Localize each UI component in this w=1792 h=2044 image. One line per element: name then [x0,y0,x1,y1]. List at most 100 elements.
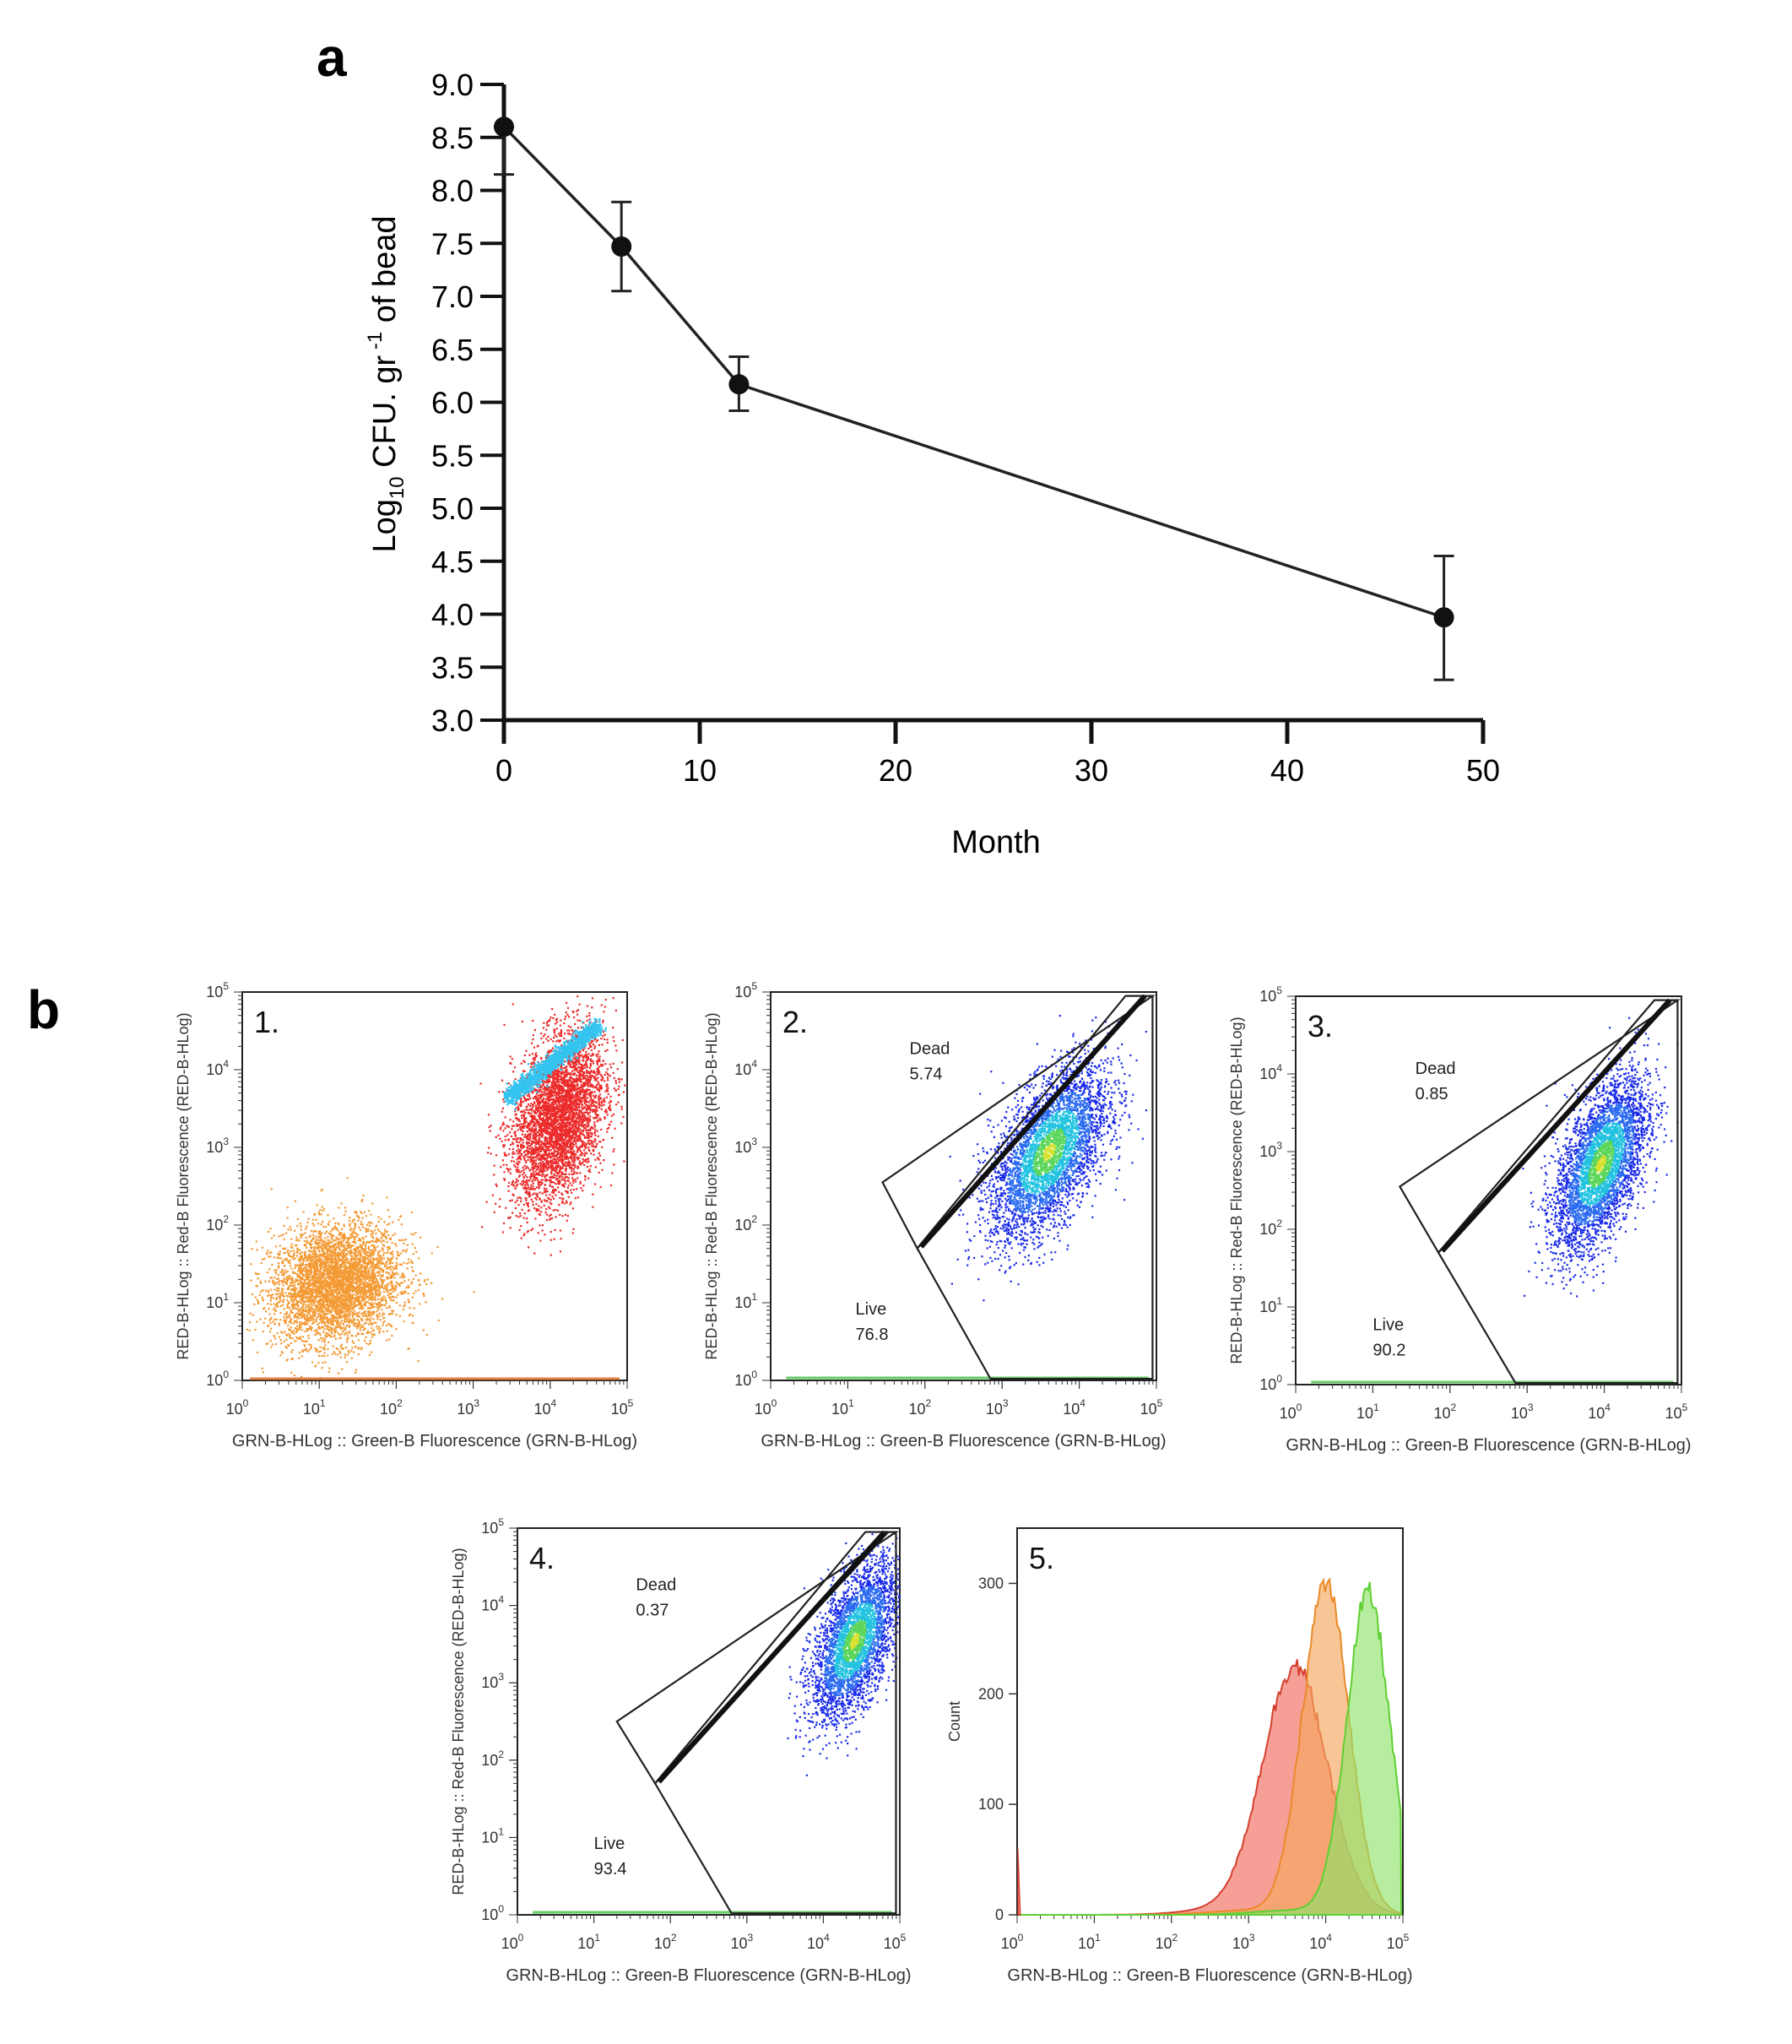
orange-event [348,1331,350,1335]
orange-event [371,1279,373,1282]
orange-event [388,1261,392,1264]
orange-event [322,1259,326,1261]
orange-event [351,1266,354,1269]
orange-event [386,1196,388,1199]
orange-event [288,1345,290,1347]
orange-event [372,1237,375,1239]
orange-event [379,1306,382,1309]
orange-event [294,1320,296,1322]
orange-event [306,1221,309,1223]
orange-event [310,1309,312,1312]
orange-event [430,1282,433,1284]
orange-event [299,1258,301,1261]
orange-event [330,1254,333,1256]
orange-event [304,1306,306,1309]
red-event [532,1175,534,1178]
orange-event [291,1358,294,1360]
orange-event [379,1327,382,1330]
orange-event [313,1213,316,1216]
tick-base: 10 [206,1372,223,1389]
x-tick-label: 100 [226,1397,249,1418]
orange-event [371,1281,374,1283]
orange-event [276,1287,279,1289]
red-event [587,1161,589,1163]
orange-event [271,1277,273,1279]
orange-event [331,1320,333,1323]
orange-event [346,1266,349,1269]
orange-event [322,1254,324,1256]
orange-event [330,1336,333,1338]
red-event [597,1135,599,1137]
orange-event [341,1252,344,1255]
orange-event [333,1330,336,1332]
orange-event [340,1320,343,1322]
red-event [507,1170,510,1173]
orange-event [300,1225,302,1228]
orange-event [268,1255,270,1258]
red-event [565,1011,567,1014]
orange-event [355,1223,357,1226]
orange-event [321,1340,323,1342]
orange-event [279,1354,282,1357]
orange-event [351,1230,354,1233]
orange-event [290,1282,292,1284]
orange-event [379,1291,382,1293]
red-event [550,1254,552,1256]
orange-event [325,1289,328,1292]
orange-event [346,1280,349,1282]
y-tick-label: 9.0 [431,68,474,102]
orange-event [357,1267,360,1270]
x-tick-label: 30 [1075,753,1108,788]
orange-event [355,1293,358,1296]
orange-event [399,1263,402,1266]
orange-event [343,1238,345,1240]
orange-event [329,1304,332,1306]
orange-event [365,1235,367,1238]
orange-event [382,1274,384,1277]
orange-event [359,1326,361,1329]
orange-event [251,1293,254,1296]
orange-event [285,1338,288,1341]
tick-exponent: 5 [223,980,229,992]
orange-event [350,1233,354,1235]
orange-event [362,1241,365,1244]
orange-event [284,1282,287,1284]
orange-event [321,1321,323,1324]
orange-event [383,1320,386,1323]
orange-event [316,1309,318,1311]
orange-event [320,1223,322,1226]
orange-event [293,1293,295,1295]
orange-event [295,1272,297,1275]
orange-event [331,1258,333,1261]
orange-event [286,1277,289,1280]
orange-event [365,1281,367,1283]
orange-event [350,1250,353,1253]
orange-event [349,1304,353,1306]
orange-event [359,1262,361,1265]
orange-event [357,1333,360,1336]
orange-event [316,1264,318,1266]
orange-event [388,1289,391,1292]
orange-event [308,1312,311,1315]
orange-event [293,1299,295,1302]
orange-event [287,1325,290,1327]
orange-event [394,1289,397,1292]
orange-event [311,1293,313,1296]
orange-event [330,1302,333,1304]
orange-event [315,1255,317,1258]
orange-event [301,1261,305,1264]
orange-event [337,1243,339,1245]
orange-event [292,1255,295,1258]
orange-event [338,1284,341,1287]
orange-event [274,1245,277,1248]
orange-event [329,1233,332,1235]
orange-event [393,1299,395,1302]
orange-event [385,1302,387,1304]
orange-event [333,1261,335,1264]
orange-event [404,1239,407,1241]
orange-event [290,1329,292,1331]
orange-event [333,1351,336,1353]
orange-event [365,1321,367,1324]
red-event [592,1062,595,1065]
orange-event [291,1271,294,1273]
